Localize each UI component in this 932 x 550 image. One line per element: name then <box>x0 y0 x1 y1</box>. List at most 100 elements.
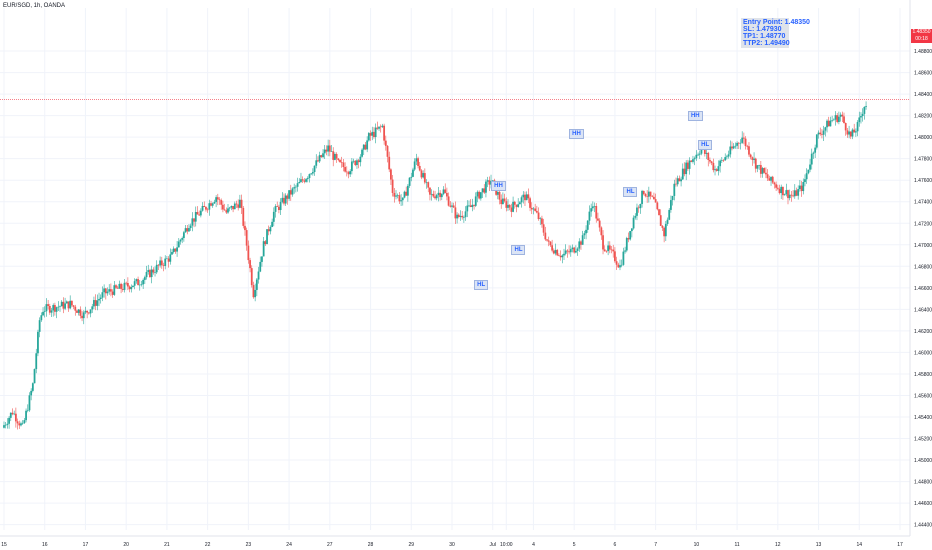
candle-body <box>865 106 867 107</box>
candle-body <box>406 185 409 196</box>
candle-body <box>858 117 861 123</box>
candle-body <box>831 120 834 121</box>
candle-body <box>824 127 827 131</box>
candle-body <box>619 265 621 268</box>
candle-body <box>13 413 16 415</box>
candle-body <box>612 249 615 252</box>
candle-body <box>328 145 331 152</box>
candle-body <box>659 215 662 226</box>
candle-body <box>542 224 545 233</box>
candle-body <box>663 227 666 237</box>
candle-body <box>505 201 508 208</box>
candle-body <box>361 149 363 157</box>
candle-body <box>780 186 783 194</box>
candle-body <box>558 255 560 256</box>
candle-body <box>417 158 419 166</box>
candle-body <box>547 240 550 242</box>
candle-body <box>113 285 116 295</box>
candle-body <box>99 297 102 300</box>
candle-body <box>634 215 637 218</box>
candle-body <box>350 161 353 172</box>
price-tick-label: 1.45000 <box>914 458 932 464</box>
candle-body <box>759 165 762 174</box>
candle-body <box>832 119 835 121</box>
candle-body <box>432 193 435 197</box>
price-tick-label: 1.44600 <box>914 501 932 507</box>
candle-body <box>661 225 664 228</box>
candle-body <box>378 126 380 129</box>
candle-body <box>167 258 170 262</box>
candle-body <box>181 238 184 240</box>
time-axis: 15 16 17 20 21 22 23 24 27 28 29 30 Jul 10:00 4 5 6 7 10 11… <box>0 535 910 548</box>
candle-body <box>442 189 445 195</box>
candle-body <box>783 194 786 196</box>
candle-body <box>715 169 718 171</box>
candle-body <box>359 156 362 163</box>
candle-body <box>510 207 513 212</box>
candle-body <box>20 423 22 426</box>
candle-body <box>318 155 321 162</box>
candle-body <box>306 178 309 180</box>
price-tick-label: 1.47400 <box>914 200 932 206</box>
candle-body <box>332 151 335 160</box>
candle-body <box>327 145 330 152</box>
candle-body <box>451 205 453 207</box>
candle-body <box>654 199 657 203</box>
candle-body <box>26 410 29 411</box>
candle-body <box>724 157 727 161</box>
candle-body <box>215 197 218 202</box>
time-tick-label: 16 <box>42 542 48 548</box>
candle-body <box>490 180 492 185</box>
candle-body <box>240 199 243 208</box>
candle-body <box>86 310 89 313</box>
candle-body <box>856 122 859 132</box>
candle-body <box>603 249 606 252</box>
candle-body <box>710 161 713 163</box>
candle-body <box>729 146 732 155</box>
price-tick-label: 1.46000 <box>914 350 932 356</box>
candle-body <box>69 300 72 309</box>
candle-body <box>420 170 423 178</box>
candle-body <box>323 149 326 154</box>
candle-body <box>849 131 852 137</box>
candle-body <box>649 191 652 197</box>
candle-body <box>28 395 31 411</box>
candle-body <box>500 199 503 205</box>
candle-body <box>590 208 593 212</box>
candle-body <box>778 188 781 194</box>
time-tick-label: 21 <box>164 542 170 548</box>
candle-body <box>271 221 274 227</box>
candle-body <box>647 191 650 197</box>
candle-body <box>137 279 139 286</box>
candle-body <box>281 197 284 202</box>
candles-group <box>3 101 867 430</box>
candle-body <box>196 212 199 215</box>
candle-body <box>457 214 460 217</box>
candle-body <box>159 260 162 266</box>
candle-body <box>179 239 182 242</box>
candle-body <box>642 190 645 195</box>
candle-body <box>57 306 60 308</box>
candle-body <box>121 288 124 290</box>
candle-body <box>834 115 837 120</box>
candle-body <box>398 195 401 202</box>
time-tick-label: 15 <box>1 542 7 548</box>
candle-body <box>43 311 46 312</box>
candle-body <box>412 169 414 177</box>
take-profit-1-text: TP1: 1.48770 <box>743 33 786 40</box>
candle-body <box>456 214 458 219</box>
candle-body <box>238 199 241 208</box>
candle-body <box>703 147 706 154</box>
time-tick-label: 14 <box>856 542 862 548</box>
candle-body <box>610 249 613 251</box>
candle-body <box>429 187 431 195</box>
candle-body <box>805 173 808 180</box>
candle-body <box>276 206 279 207</box>
candle-body <box>11 412 14 415</box>
candle-body <box>35 353 38 370</box>
candle-body <box>469 205 472 208</box>
candle-body <box>401 197 404 201</box>
candle-body <box>244 225 246 231</box>
candle-body <box>418 165 421 171</box>
